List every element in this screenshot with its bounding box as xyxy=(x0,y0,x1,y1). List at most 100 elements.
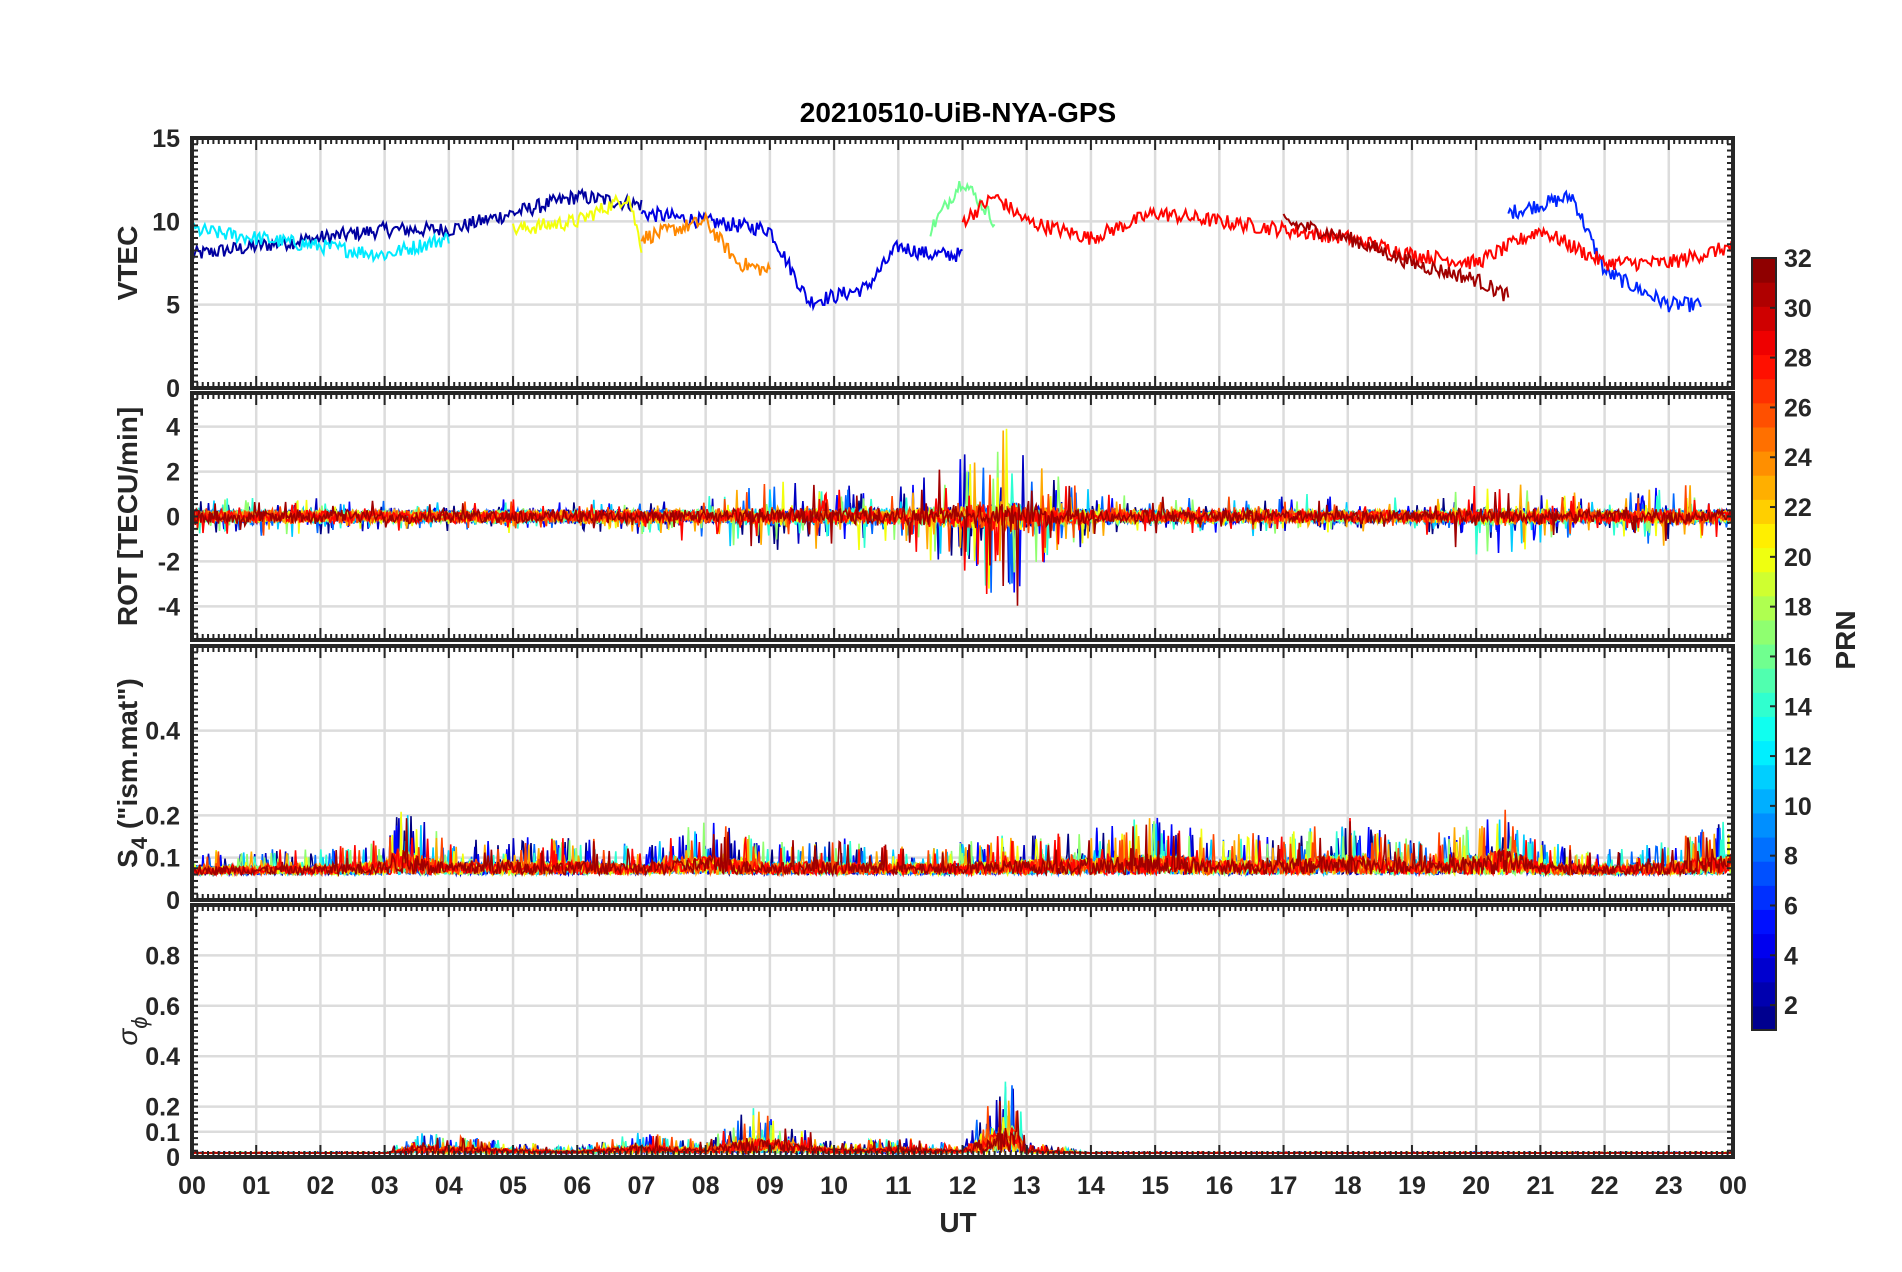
colorbar-segment xyxy=(1752,957,1776,983)
x-tick-label: 02 xyxy=(307,1172,335,1200)
colorbar-tick-label: 8 xyxy=(1784,843,1798,871)
x-tick-label: 08 xyxy=(692,1172,720,1200)
y-tick-label: 0 xyxy=(166,887,180,915)
series-line-prn-12 xyxy=(191,221,450,264)
colorbar-segment xyxy=(1752,788,1776,814)
panel-3: 0 0.1 0.2 0.4S4 ("ism.mat") xyxy=(112,644,1735,915)
colorbar-tick-label: 10 xyxy=(1784,793,1812,821)
x-tick-label: 11 xyxy=(885,1172,912,1200)
series-line-prn-28 xyxy=(961,193,1734,273)
y-tick-label: 15 xyxy=(152,125,180,153)
panel-2: -4 -2 0 2 4 ROT [TECU/min] xyxy=(112,391,1735,642)
colorbar-segment xyxy=(1752,668,1776,693)
series-group xyxy=(191,181,1734,313)
x-tick-label: 10 xyxy=(820,1172,848,1200)
colorbar-tick-label: 24 xyxy=(1784,444,1812,472)
series-line-prn-31 xyxy=(191,469,1734,606)
colorbar-segment xyxy=(1752,354,1776,380)
y-tick-label: 0.4 xyxy=(145,1043,180,1071)
y-tick-label: 0.2 xyxy=(145,1094,180,1122)
y-tick-label: 0.1 xyxy=(145,845,180,873)
colorbar-segment xyxy=(1752,812,1776,838)
colorbar-segment xyxy=(1752,523,1776,549)
colorbar-tick-label: 18 xyxy=(1784,594,1812,622)
colorbar-segment xyxy=(1752,837,1776,862)
colorbar-tick-label: 14 xyxy=(1784,693,1812,721)
x-tick-label: 21 xyxy=(1526,1172,1554,1200)
series-group xyxy=(191,809,1734,878)
x-tick-label: 22 xyxy=(1591,1172,1619,1200)
colorbar-tick-label: 20 xyxy=(1784,544,1812,572)
colorbar-segment xyxy=(1752,595,1776,621)
colorbar-segment xyxy=(1752,499,1776,524)
x-tick-label: 18 xyxy=(1334,1172,1362,1200)
colorbar-tick-label: 28 xyxy=(1784,345,1812,373)
colorbar-segment xyxy=(1752,258,1776,283)
x-tick-label: 04 xyxy=(435,1172,463,1200)
colorbar-tick-label: 30 xyxy=(1784,295,1812,323)
x-tick-label: 00 xyxy=(178,1172,206,1200)
x-tick-label: 14 xyxy=(1077,1172,1105,1200)
y-tick-label: 0.8 xyxy=(145,942,180,970)
colorbar-segment xyxy=(1752,764,1776,790)
x-tick-label: 07 xyxy=(628,1172,656,1200)
x-tick-label: 03 xyxy=(371,1172,399,1200)
series-group xyxy=(191,428,1734,606)
x-tick-label: 23 xyxy=(1655,1172,1683,1200)
y-tick-label: 0 xyxy=(166,1144,180,1172)
x-tick-label: 17 xyxy=(1270,1172,1298,1200)
colorbar-segment xyxy=(1752,282,1776,307)
x-tick-label: 05 xyxy=(499,1172,527,1200)
colorbar-segment xyxy=(1752,378,1776,404)
colorbar-segment xyxy=(1752,306,1776,331)
series-line-prn-20 xyxy=(512,193,643,253)
colorbar-segment xyxy=(1752,547,1776,573)
colorbar-segment xyxy=(1752,716,1776,742)
x-tick-label: 09 xyxy=(756,1172,784,1200)
x-tick-label: 01 xyxy=(242,1172,270,1200)
y-tick-label: -4 xyxy=(158,593,180,621)
colorbar-frame xyxy=(1751,257,1777,1031)
colorbar-tick-label: 12 xyxy=(1784,743,1812,771)
x-tick-label: 15 xyxy=(1141,1172,1169,1200)
x-tick-label: 13 xyxy=(1013,1172,1041,1200)
y-tick-label: 0.1 xyxy=(145,1119,180,1147)
colorbar-segment xyxy=(1752,861,1776,886)
y-axis-label: ROT [TECU/min] xyxy=(112,407,143,626)
y-tick-label: 0.6 xyxy=(145,993,180,1021)
series-line-prn-2 xyxy=(191,187,643,261)
y-axis-label: VTEC xyxy=(112,226,143,301)
y-tick-label: 0 xyxy=(166,375,180,403)
x-tick-label: 00 xyxy=(1719,1172,1747,1200)
colorbar-label: PRN xyxy=(1830,610,1861,669)
y-tick-label: 5 xyxy=(166,292,180,320)
x-tick-label: 20 xyxy=(1462,1172,1490,1200)
colorbar-segment xyxy=(1752,571,1776,597)
y-tick-label: 10 xyxy=(152,208,180,236)
colorbar-segment xyxy=(1752,451,1776,476)
colorbar-segment xyxy=(1752,619,1776,645)
x-tick-label: 12 xyxy=(949,1172,977,1200)
colorbar-segment xyxy=(1752,475,1776,500)
y-axis-label: S4 ("ism.mat") xyxy=(112,678,152,868)
series-line-prn-4 xyxy=(640,204,963,312)
colorbar-tick-label: 32 xyxy=(1784,245,1812,273)
y-tick-label: 4 xyxy=(166,414,180,442)
x-tick-label: 19 xyxy=(1398,1172,1426,1200)
series-line-prn-31 xyxy=(191,818,1734,878)
colorbar-segment xyxy=(1752,981,1776,1007)
colorbar-segment xyxy=(1752,692,1776,717)
y-tick-label: 2 xyxy=(166,459,180,487)
x-axis-label: UT xyxy=(939,1207,976,1238)
colorbar-segment xyxy=(1752,330,1776,356)
y-tick-label: 0.4 xyxy=(145,718,180,746)
y-tick-label: 0 xyxy=(166,504,180,532)
colorbar-segment xyxy=(1752,909,1776,935)
colorbar-tick-label: 4 xyxy=(1784,942,1798,970)
colorbar-tick-label: 26 xyxy=(1784,394,1812,422)
y-tick-label: -2 xyxy=(158,548,180,576)
colorbar-tick-label: 2 xyxy=(1784,992,1798,1020)
